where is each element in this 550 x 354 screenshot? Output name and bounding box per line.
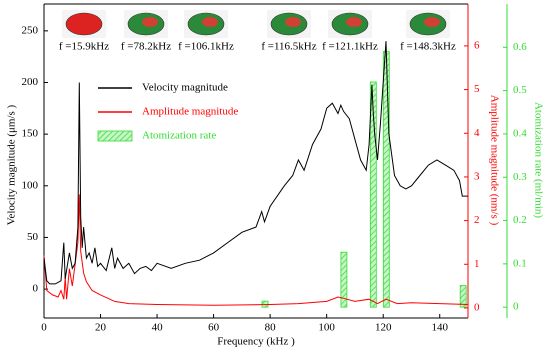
y3-tick-label: 0.4 xyxy=(513,127,527,139)
inset-image xyxy=(142,17,158,27)
y-tick-label: 200 xyxy=(22,76,39,88)
x-tick-label: 60 xyxy=(208,322,220,334)
y-tick-label: 100 xyxy=(22,179,39,191)
y3-tick-label: 0 xyxy=(513,301,519,313)
y2-tick-label: 0 xyxy=(474,301,480,313)
series-line xyxy=(43,194,469,306)
x-tick-label: 140 xyxy=(431,322,448,334)
bar xyxy=(340,251,348,308)
y-axis-label: Velocity magnitude (μm/s ) xyxy=(6,104,18,225)
x-tick-label: 40 xyxy=(152,322,164,334)
y2-axis-label: Amplitude magnitude (nm/s ) xyxy=(488,95,500,226)
x-axis-label: Frequency (kHz ) xyxy=(217,336,295,348)
y3-tick-label: 0.5 xyxy=(513,84,527,96)
inset-label: f =106.1kHz xyxy=(178,41,234,53)
y3-tick-label: 0.3 xyxy=(513,171,527,183)
y3-tick-label: 0.1 xyxy=(513,257,527,269)
x-tick-label: 80 xyxy=(265,322,277,334)
legend-label: Amplitude magnitude xyxy=(142,106,238,118)
y-tick-label: 250 xyxy=(22,24,39,36)
inset-label: f =116.5kHz xyxy=(261,41,316,53)
y2-tick-label: 1 xyxy=(474,258,480,270)
x-tick-label: 0 xyxy=(41,322,47,334)
inset-label: f =15.9kHz xyxy=(59,41,109,53)
y2-tick-label: 4 xyxy=(474,127,480,139)
series-line xyxy=(43,41,468,285)
bar xyxy=(382,51,390,308)
inset-image xyxy=(285,17,301,27)
y-tick-label: 0 xyxy=(33,283,39,295)
inset-image xyxy=(424,17,440,27)
y2-tick-label: 5 xyxy=(474,83,480,95)
y2-tick-label: 3 xyxy=(474,170,480,182)
y-tick-label: 50 xyxy=(27,231,39,243)
inset-label: f =121.1kHz xyxy=(322,41,378,53)
y3-tick-label: 0.6 xyxy=(513,41,527,53)
legend-label: Velocity magnitude xyxy=(142,82,228,94)
y3-axis-label: Atomization rate (ml/min) xyxy=(532,102,544,218)
bar xyxy=(369,81,377,308)
x-tick-label: 100 xyxy=(318,322,335,334)
inset-label: f =148.3kHz xyxy=(400,41,456,53)
y-tick-label: 150 xyxy=(22,128,39,140)
inset-label: f =78.2kHz xyxy=(121,41,171,53)
bar xyxy=(459,285,467,308)
y2-tick-label: 6 xyxy=(474,39,480,51)
x-tick-label: 120 xyxy=(375,322,392,334)
legend-swatch xyxy=(97,130,133,142)
y2-tick-label: 2 xyxy=(474,214,480,226)
x-tick-label: 20 xyxy=(95,322,107,334)
inset-image xyxy=(346,17,362,27)
inset-image xyxy=(202,17,218,27)
y3-tick-label: 0.2 xyxy=(513,214,527,226)
inset-image xyxy=(65,12,103,36)
legend-label: Atomization rate xyxy=(142,130,216,142)
